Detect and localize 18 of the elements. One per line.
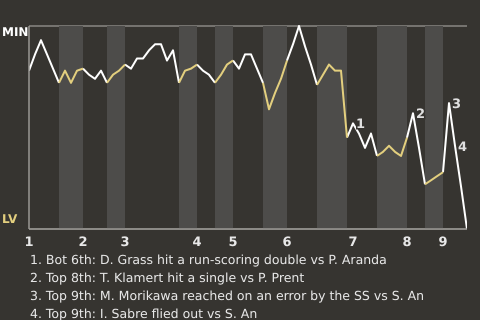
x-tick-label: 1 (24, 235, 34, 250)
x-tick-label: 5 (228, 235, 238, 250)
x-tick-label: 8 (402, 235, 412, 250)
series-label: MIN (2, 24, 28, 40)
annotation: 2 (416, 107, 426, 122)
x-tick-label: 3 (120, 235, 130, 250)
x-tick-label: 6 (282, 235, 292, 250)
annotation: 3 (452, 97, 462, 112)
text: 2. Top 8th: T. Klamert hit a single vs P. Prent (30, 269, 306, 287)
text: 3. Top 9th: M. Morikawa reached on an error by the SS vs S. An (30, 287, 426, 305)
text: 1. Bot 6th: D. Grass hit a run-scoring double vs P. Aranda (30, 251, 388, 269)
annotation: 4 (458, 140, 468, 155)
x-tick-label: 7 (348, 235, 358, 250)
x-tick-label: 2 (78, 235, 88, 250)
x-tick-label: 9 (438, 235, 448, 250)
text: LV (2, 211, 18, 227)
annotation: 1 (356, 117, 366, 132)
x-tick-label: 4 (192, 235, 202, 250)
